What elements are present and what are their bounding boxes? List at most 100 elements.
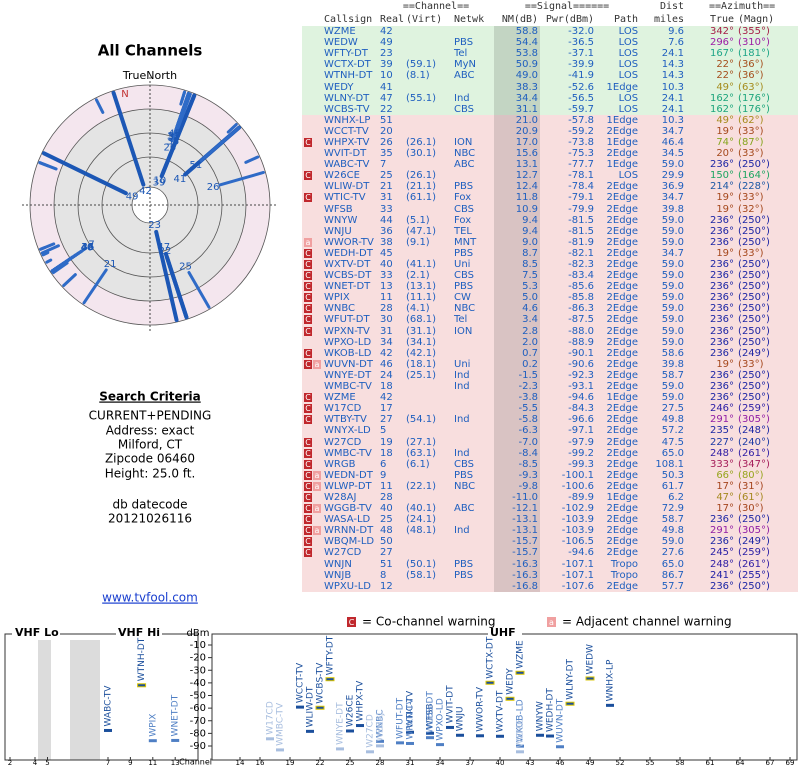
cell-dist: 65.0 xyxy=(661,558,685,570)
cell-real: 9 xyxy=(380,469,387,481)
cell-pwr: -87.5 xyxy=(568,314,595,326)
label-bg xyxy=(116,628,162,640)
cell-dist: 65.0 xyxy=(661,447,685,459)
cell-real: 5 xyxy=(380,425,387,437)
cell-az-true: 236° xyxy=(709,580,735,592)
station-row: C WEDH-DT 45 PBS 8.7 -82.1 2Edge 34.7 19° (33°) xyxy=(302,247,799,259)
cell-nm: 50.9 xyxy=(494,59,541,71)
cell-dist: 9.6 xyxy=(668,26,685,38)
cell-real: 27 xyxy=(380,547,393,559)
warning-cell: C xyxy=(302,448,322,459)
station-label: WUVN-DT xyxy=(556,698,566,743)
cell-netwk: NBC xyxy=(454,148,476,160)
cell-callsign: W26CE xyxy=(324,170,360,182)
cell-path: 2Edge xyxy=(606,314,639,326)
cell-path: 1Edge xyxy=(606,136,639,148)
cell-az-true: 49° xyxy=(716,81,735,93)
cell-az-true: 22° xyxy=(716,70,735,82)
warning-cell: C xyxy=(302,248,322,259)
cell-virt xyxy=(404,159,452,170)
cell-real: 25 xyxy=(380,170,393,182)
warning-cell xyxy=(302,70,322,81)
cell-callsign: WNYE-DT xyxy=(324,369,372,381)
station-label: WABC-TV xyxy=(104,685,114,727)
cell-dist: 59.0 xyxy=(661,392,685,404)
cell-az-magn: (164°) xyxy=(738,170,770,182)
cell-pwr: -81.5 xyxy=(568,214,595,226)
station-label: WPIX xyxy=(148,714,158,737)
cell-nm: 0.2 xyxy=(494,358,541,370)
cell-pwr: -79.9 xyxy=(568,203,595,215)
warning-icon: C xyxy=(304,404,312,414)
signal-marker xyxy=(104,728,112,732)
warning-icon: C xyxy=(304,260,312,270)
cell-pwr: -81.5 xyxy=(568,225,595,237)
column-header: Callsign xyxy=(324,14,373,25)
cell-az-magn: (250°) xyxy=(738,270,770,282)
cell-netwk: CBS xyxy=(454,270,475,282)
cell-dist: 10.3 xyxy=(661,81,685,93)
cell-real: 40 xyxy=(380,259,393,271)
cell-nm: -13.1 xyxy=(494,514,541,526)
warning-icon: C xyxy=(304,193,312,203)
cell-virt xyxy=(404,204,452,215)
column-header: (Virt) xyxy=(406,14,443,25)
warning-icon: C xyxy=(304,481,312,491)
cell-az-true: 296° xyxy=(709,37,735,49)
cell-path: 2Edge xyxy=(606,281,639,293)
cell-az-true: 167° xyxy=(709,48,735,60)
spacer xyxy=(302,13,322,26)
cell-callsign: WGGB-TV xyxy=(324,503,372,515)
vhf-lo-label: VHF Lo xyxy=(15,626,59,639)
cell-real: 31 xyxy=(380,325,393,337)
cell-nm: 38.3 xyxy=(494,81,541,93)
cell-callsign: WVIT-DT xyxy=(324,148,367,160)
cell-az-true: 74° xyxy=(716,136,735,148)
cell-netwk: ABC xyxy=(454,503,475,515)
cell-path: 2Edge xyxy=(606,536,639,548)
cell-path: 2Edge xyxy=(606,403,639,415)
warning-icon: C xyxy=(304,515,312,525)
cell-pwr: -94.6 xyxy=(568,392,595,404)
warning-cell: C xyxy=(302,170,322,181)
cell-virt: (68.1) xyxy=(406,314,437,326)
cell-nm: 12.7 xyxy=(494,170,541,182)
criteria-line: Zipcode 06460 xyxy=(105,452,195,466)
cell-callsign: WEDY xyxy=(324,81,354,93)
site-link[interactable]: www.tvfool.com xyxy=(102,591,198,605)
cell-virt: (55.1) xyxy=(406,92,437,104)
group-header: Dist xyxy=(659,1,685,12)
signal-ray xyxy=(41,151,128,196)
cell-netwk: PBS xyxy=(454,569,474,581)
cell-real: 26 xyxy=(380,136,393,148)
cell-pwr: -102.9 xyxy=(561,503,595,515)
cell-callsign: WPXU-LD xyxy=(324,580,371,592)
warning-cell xyxy=(302,425,322,436)
cell-dist: 14.3 xyxy=(661,59,685,71)
cell-callsign: WNJB xyxy=(324,569,352,581)
cell-pwr: -75.3 xyxy=(568,148,595,160)
x-tick-label: 43 xyxy=(526,759,535,767)
cell-virt xyxy=(404,536,452,547)
station-row: C WTBY-TV 27 (54.1) Ind -5.8 -96.6 2Edge 49.8 291… xyxy=(302,414,799,426)
cell-path: 2Edge xyxy=(606,525,639,537)
warning-cell xyxy=(302,148,322,159)
cell-dist: 47.5 xyxy=(661,436,685,448)
cell-callsign: WLWP-DT xyxy=(324,480,372,492)
station-label: WNYE-DT xyxy=(336,702,346,745)
cell-virt: (34.1) xyxy=(406,336,437,348)
signal-ray xyxy=(160,93,197,176)
group-header: ==Channel== xyxy=(402,1,470,12)
cell-dist: 59.0 xyxy=(661,270,685,282)
station-label: WFUT-DT xyxy=(396,697,406,739)
cell-az-true: 236° xyxy=(709,514,735,526)
x-tick-label: 28 xyxy=(376,759,385,767)
cell-callsign: WNJN xyxy=(324,558,352,570)
station-label: WFSB xyxy=(426,703,436,729)
warning-cell: C xyxy=(302,459,322,470)
signal-marker xyxy=(396,741,404,745)
cell-netwk: PBS xyxy=(454,247,474,259)
cell-real: 11 xyxy=(380,480,393,492)
cell-az-magn: (347°) xyxy=(738,458,770,470)
warning-icon: a xyxy=(313,470,321,480)
